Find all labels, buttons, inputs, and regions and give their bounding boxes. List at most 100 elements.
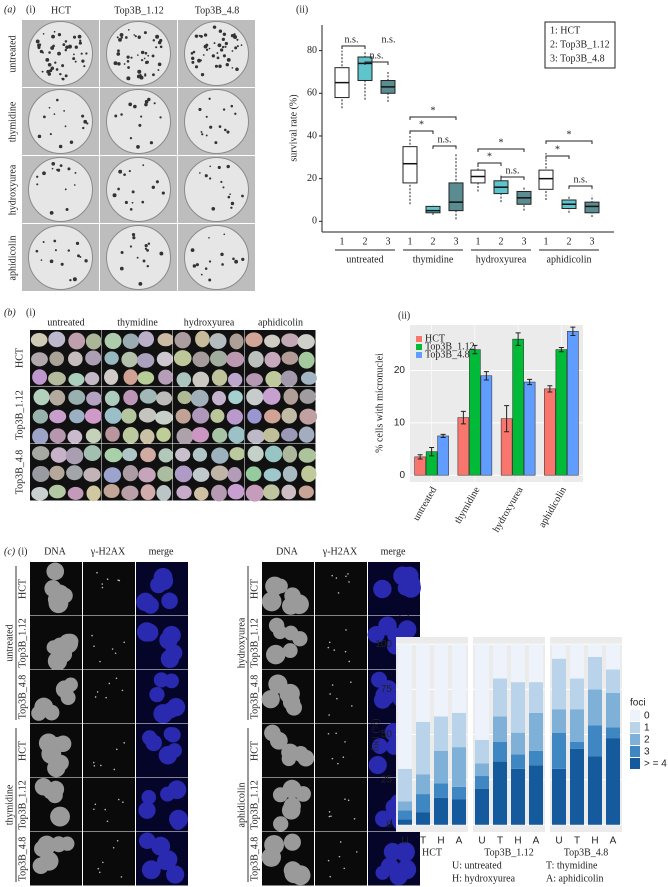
colony [234,46,238,50]
colony [130,56,133,59]
nucleus [154,410,173,425]
nucleus [247,408,262,424]
bar [555,349,568,476]
bar-segment [416,794,430,813]
nucleus [281,351,299,365]
colony [198,107,202,112]
focus [355,851,358,853]
colony [37,134,42,139]
focus [327,732,330,735]
colony [73,53,75,56]
colony [159,45,163,49]
nucleus [157,466,174,482]
bar-segment [511,644,525,683]
colony [53,239,57,243]
colony [69,140,74,144]
focus [96,691,99,693]
colony [225,63,229,67]
x-tick-label: U [478,836,485,847]
bar-segment [398,819,412,825]
foci-image [83,616,135,670]
colony [157,69,160,71]
colony [211,206,216,211]
colony [161,191,165,195]
sig-bracket [341,45,366,49]
nucleus [30,332,48,347]
nucleus [122,333,139,349]
colony [137,54,139,56]
group-label: untreated [4,624,15,661]
bar [544,388,556,476]
nucleus [156,351,173,367]
sig-label: n.s. [382,34,396,45]
colony [218,64,222,68]
nucleus [212,427,228,443]
colony [194,65,199,69]
bar-segment [588,689,602,726]
colony [205,115,208,118]
colony [159,116,162,119]
nucleus [170,815,186,830]
colony [190,52,194,55]
bar-segment [452,644,466,713]
colony [51,161,56,166]
colony [68,44,72,49]
box-label: 3 [454,236,459,247]
row-label: untreated [7,35,18,72]
colony [211,54,215,58]
box-label: 1 [340,236,345,247]
y-tick-label: 10 [394,418,406,429]
focus [331,574,333,577]
nucleus [31,705,47,721]
error-bar [504,405,510,433]
bar-segment [606,727,620,739]
nucleus [284,863,304,884]
bar-segment [493,741,507,762]
colony [38,43,42,46]
nucleus [39,851,59,871]
bar-segment [511,682,525,733]
colony [191,56,195,61]
colony [120,113,123,116]
colony [42,115,46,119]
box-label: 3 [522,236,527,247]
nucleus [175,447,191,462]
colony [236,45,239,48]
bar-segment [588,644,602,657]
nucleus [121,408,137,424]
focus [94,696,97,698]
colony [146,249,149,252]
colony [147,54,150,57]
colony [112,193,117,198]
focus [342,756,345,759]
y-tick-label: 40 [307,130,317,141]
focus [347,573,349,575]
focus [102,861,104,864]
focus [327,859,330,862]
colony [138,123,142,127]
nucleus [33,389,50,406]
nucleus [209,333,227,350]
colony [220,180,223,183]
channel-label: DNA [276,546,298,557]
x-tick-label: A [610,836,617,847]
colony [84,259,88,263]
x-tick-label: hydroxyurea [491,485,526,535]
nucleus [31,446,50,461]
x-tick-label: H [437,836,444,847]
nucleus [50,806,70,827]
channel-label: γ-H2AX [322,546,358,557]
colony [77,254,80,258]
nucleus [103,484,120,498]
colony [83,65,86,68]
colony [235,67,239,71]
colony [79,256,82,258]
focus [116,839,119,842]
nucleus [297,749,315,767]
focus [330,815,332,818]
nucleus [210,350,228,367]
colony [74,171,77,174]
nucleus [32,369,48,385]
nucleus [142,597,159,614]
colony [217,43,222,48]
